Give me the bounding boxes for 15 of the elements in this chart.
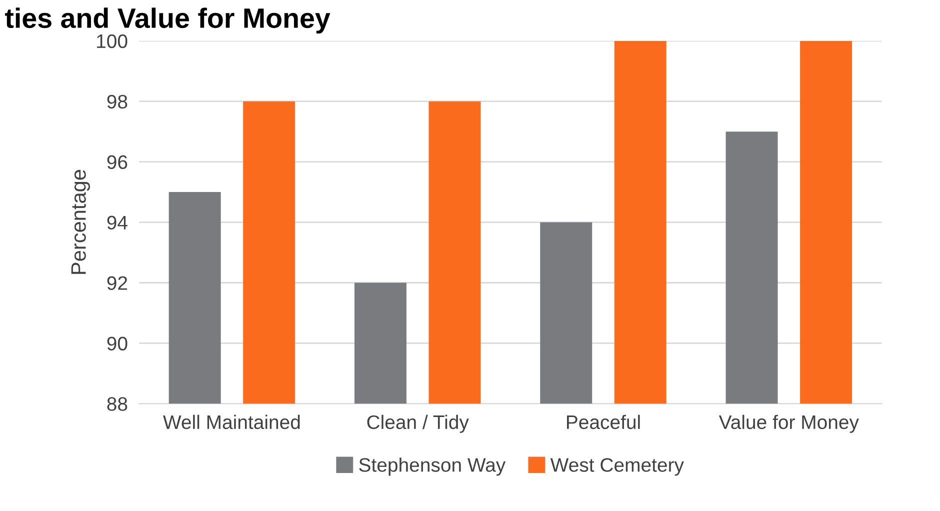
- y-tick-label: 100: [97, 34, 128, 48]
- chart-title: ties and Value for Money: [5, 8, 330, 34]
- y-tick-label: 98: [107, 94, 128, 109]
- x-tick-label: Well Maintained: [163, 414, 300, 430]
- y-tick-label: 90: [107, 336, 128, 350]
- x-tick-label: Clean / Tidy: [367, 414, 469, 433]
- legend-label: West Cemetery: [550, 458, 684, 476]
- x-tick-label: Value for Money: [718, 414, 859, 433]
- y-tick-label: 96: [107, 155, 128, 170]
- y-tick-label: 94: [107, 216, 128, 230]
- x-tick-label: Peaceful: [567, 414, 640, 430]
- y-axis-title: Percentage: [71, 170, 90, 274]
- y-tick-label: 88: [107, 397, 128, 411]
- legend-label: Stephenson Way: [359, 458, 506, 476]
- y-tick-label: 92: [107, 276, 128, 290]
